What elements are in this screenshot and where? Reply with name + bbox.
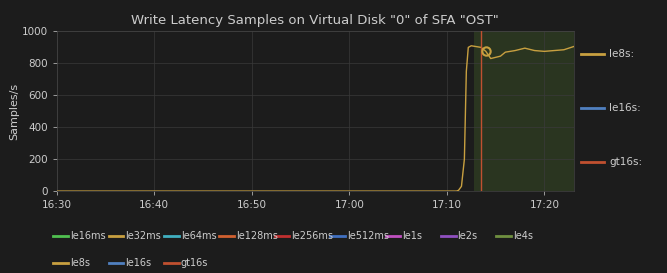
Title: Write Latency Samples on Virtual Disk "0" of SFA "OST": Write Latency Samples on Virtual Disk "0… [131,14,499,28]
Text: le2s: le2s [458,231,478,241]
Text: le8s:: le8s: [610,49,634,59]
Text: le4s: le4s [513,231,533,241]
Text: le1s: le1s [402,231,422,241]
Text: le64ms: le64ms [181,231,216,241]
Text: le16s: le16s [125,259,151,268]
Y-axis label: Samples/s: Samples/s [9,83,19,140]
Text: le8s: le8s [70,259,90,268]
Text: le256ms: le256ms [291,231,334,241]
Text: le16s:: le16s: [610,103,641,113]
Bar [474,31,574,191]
Text: gt16s: gt16s [181,259,208,268]
Text: le32ms: le32ms [125,231,161,241]
Text: le512ms: le512ms [347,231,389,241]
Text: le16ms: le16ms [70,231,105,241]
Text: gt16s:: gt16s: [610,158,642,167]
Text: le128ms: le128ms [236,231,278,241]
